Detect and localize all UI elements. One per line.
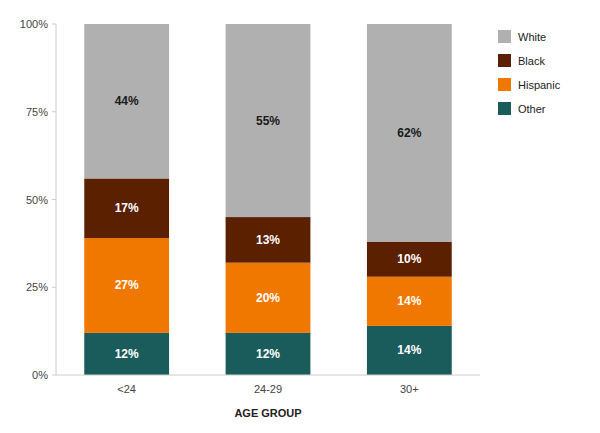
- data-label: 44%: [115, 94, 139, 108]
- data-label: 14%: [397, 294, 421, 308]
- data-label: 14%: [397, 343, 421, 357]
- y-tick-label: 0%: [32, 369, 48, 381]
- y-tick-label: 50%: [26, 194, 48, 206]
- legend-swatch: [498, 78, 511, 91]
- x-tick-label: 30+: [400, 383, 419, 395]
- x-tick-label: <24: [117, 383, 136, 395]
- bars: [84, 24, 451, 375]
- bar-segment: [226, 333, 311, 375]
- bar-segment: [226, 263, 311, 333]
- legend-swatch: [498, 30, 511, 43]
- legend-label: White: [518, 31, 546, 43]
- bar-segment: [84, 333, 169, 375]
- legend-label: Black: [518, 55, 545, 67]
- bar-segment: [367, 242, 452, 277]
- chart-container: 12% 12% 14% 27% 20% 14% 17% 13% 10% 44% 55% 62% 0% 25…: [0, 0, 600, 433]
- data-label: 27%: [115, 278, 139, 292]
- data-label: 62%: [397, 126, 421, 140]
- x-axis-label: AGE GROUP: [234, 407, 301, 419]
- y-tick: [52, 199, 56, 200]
- bar-segment: [367, 24, 452, 242]
- legend-swatch: [498, 102, 511, 115]
- y-tick: [52, 287, 56, 288]
- legend-label: Hispanic: [518, 79, 561, 91]
- y-tick-label: 100%: [20, 18, 48, 30]
- data-label: 55%: [256, 114, 280, 128]
- legend-label: Other: [518, 103, 546, 115]
- bar-segment: [226, 217, 311, 263]
- data-label: 20%: [256, 291, 280, 305]
- axes: 0% 25% 50% 75% 100% <24 24-29 30+: [20, 18, 480, 395]
- bar-segment: [367, 277, 452, 326]
- bar-segment: [367, 326, 452, 375]
- data-label: 17%: [115, 201, 139, 215]
- x-tick-label: 24-29: [254, 383, 282, 395]
- data-labels: 12% 12% 14% 27% 20% 14% 17% 13% 10% 44% 55% 62%: [115, 94, 422, 361]
- legend: White Black Hispanic Other: [498, 30, 561, 115]
- legend-swatch: [498, 54, 511, 67]
- data-label: 12%: [256, 347, 280, 361]
- x-axis-line: [56, 375, 480, 376]
- bar-segment: [84, 178, 169, 238]
- bar-segment: [84, 238, 169, 333]
- y-tick: [52, 111, 56, 112]
- bar-segment: [226, 24, 311, 217]
- bar-segment: [84, 24, 169, 178]
- y-tick: [52, 24, 56, 25]
- y-tick: [52, 375, 56, 376]
- data-label: 12%: [115, 347, 139, 361]
- y-tick-label: 75%: [26, 106, 48, 118]
- data-label: 10%: [397, 252, 421, 266]
- chart-svg: 12% 12% 14% 27% 20% 14% 17% 13% 10% 44% 55% 62% 0% 25…: [0, 0, 600, 433]
- data-label: 13%: [256, 233, 280, 247]
- y-tick-label: 25%: [26, 281, 48, 293]
